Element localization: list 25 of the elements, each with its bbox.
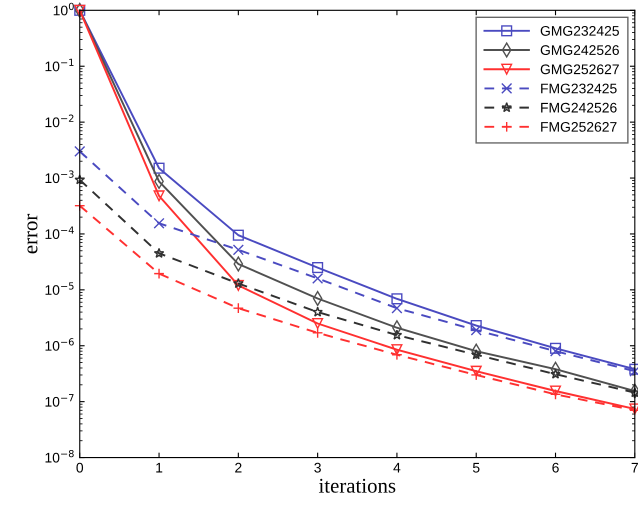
- x-tick-label: 7: [632, 462, 638, 472]
- y-axis-title: error: [27, 214, 38, 254]
- x-tick-label: 6: [552, 462, 559, 473]
- y-tick-label: 10$^{0}$: [54, 2, 74, 16]
- x-tick-label: 5: [472, 462, 480, 473]
- y-tick-label: 10$^{−1}$: [46, 58, 74, 72]
- x-tick-label: 1: [156, 462, 162, 472]
- x-tick-label: 4: [393, 462, 400, 472]
- x-axis-title: iterations: [318, 478, 396, 493]
- y-tick-label: 10$^{−2}$: [46, 114, 74, 128]
- x-tick-label: 3: [314, 462, 321, 473]
- y-tick-label: 10$^{−8}$: [46, 450, 74, 463]
- legend-label: FMG232425: [541, 84, 617, 94]
- legend-label: GMG232425: [540, 26, 619, 36]
- legend-label: FMG242526: [541, 102, 617, 113]
- y-tick-label: 10$^{−4}$: [46, 226, 74, 240]
- x-tick-label: 0: [76, 462, 84, 473]
- y-tick-label: 10$^{−7}$: [46, 394, 74, 407]
- legend-label: GMG252627: [540, 64, 619, 74]
- y-tick-label: 10$^{−5}$: [46, 282, 74, 295]
- y-tick-label: 10$^{−3}$: [46, 170, 74, 184]
- legend-label: GMG242526: [540, 45, 619, 56]
- legend-label: FMG252627: [541, 122, 617, 132]
- y-tick-label: 10$^{−6}$: [46, 338, 74, 351]
- x-tick-label: 2: [235, 462, 242, 472]
